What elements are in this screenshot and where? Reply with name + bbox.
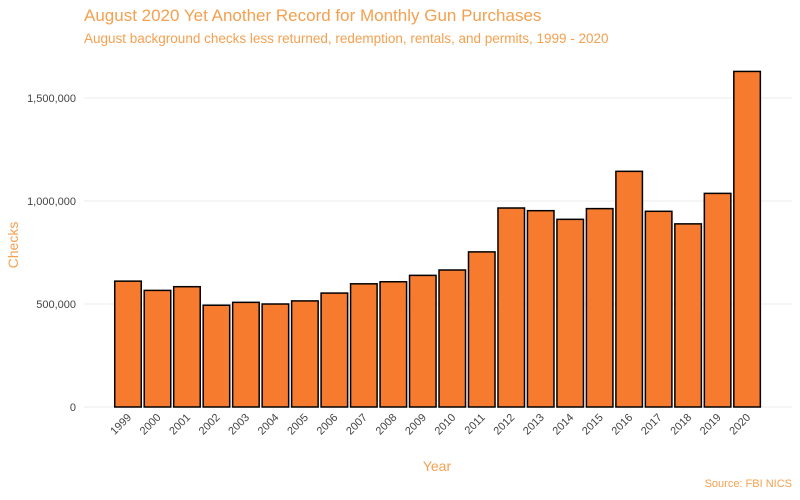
y-tick-label: 1,000,000 — [27, 196, 76, 208]
x-tick-label: 2013 — [521, 412, 547, 438]
x-tick-label: 2002 — [197, 412, 223, 438]
x-tick-label: 2006 — [315, 412, 341, 438]
bar-2001 — [172, 285, 201, 408]
y-tick-label: 1,500,000 — [27, 93, 76, 105]
bar-2011 — [467, 251, 496, 408]
bar-2020 — [733, 70, 762, 408]
source-caption: Source: FBI NICS — [704, 478, 792, 490]
x-tick-label: 2017 — [639, 412, 665, 438]
y-axis-title: Checks — [5, 222, 21, 269]
x-tick-label: 2000 — [138, 412, 164, 438]
bar-2010 — [438, 269, 467, 408]
bar-2004 — [261, 303, 290, 408]
x-tick-label: 2005 — [285, 412, 311, 438]
x-tick-label: 2020 — [727, 412, 753, 438]
y-tick-label: 0 — [70, 402, 76, 414]
x-tick-label: 2011 — [463, 412, 488, 437]
bar-2002 — [202, 304, 231, 408]
x-tick-label: 2019 — [698, 412, 724, 438]
bar-2006 — [320, 292, 349, 408]
x-tick-label: 2003 — [226, 412, 252, 438]
x-tick-label: 2016 — [609, 412, 635, 438]
bar-2014 — [556, 218, 585, 408]
bar-2003 — [231, 301, 260, 408]
bar-2007 — [349, 283, 378, 408]
x-tick-label: 2009 — [403, 412, 429, 438]
bar-2018 — [674, 223, 703, 408]
bar-2000 — [143, 289, 172, 408]
y-tick-label: 500,000 — [36, 299, 76, 311]
chart-subtitle: August background checks less returned, … — [84, 31, 609, 46]
x-tick-label: 2007 — [344, 412, 370, 438]
x-tick-label: 2004 — [256, 412, 282, 438]
x-tick-label: 2010 — [433, 412, 459, 438]
x-tick-label: 2012 — [492, 412, 518, 438]
x-tick-label: 2001 — [167, 412, 193, 438]
bar-2017 — [644, 210, 673, 408]
bar-2019 — [703, 192, 732, 408]
bar-2008 — [379, 281, 408, 408]
x-tick-label: 2015 — [580, 412, 606, 438]
chart-title: August 2020 Yet Another Record for Month… — [84, 6, 542, 25]
bar-2005 — [290, 300, 319, 408]
bar-2016 — [615, 170, 644, 408]
x-tick-label: 2008 — [374, 412, 400, 438]
x-axis-title: Year — [423, 458, 452, 474]
x-tick-label: 2018 — [668, 412, 694, 438]
x-tick-label: 2014 — [551, 412, 577, 438]
bar-2015 — [585, 207, 614, 408]
x-tick-label: 1999 — [108, 412, 134, 438]
bar-2009 — [408, 274, 437, 408]
bar-1999 — [113, 280, 143, 408]
bar-2012 — [497, 207, 526, 408]
bar-2013 — [526, 209, 555, 408]
